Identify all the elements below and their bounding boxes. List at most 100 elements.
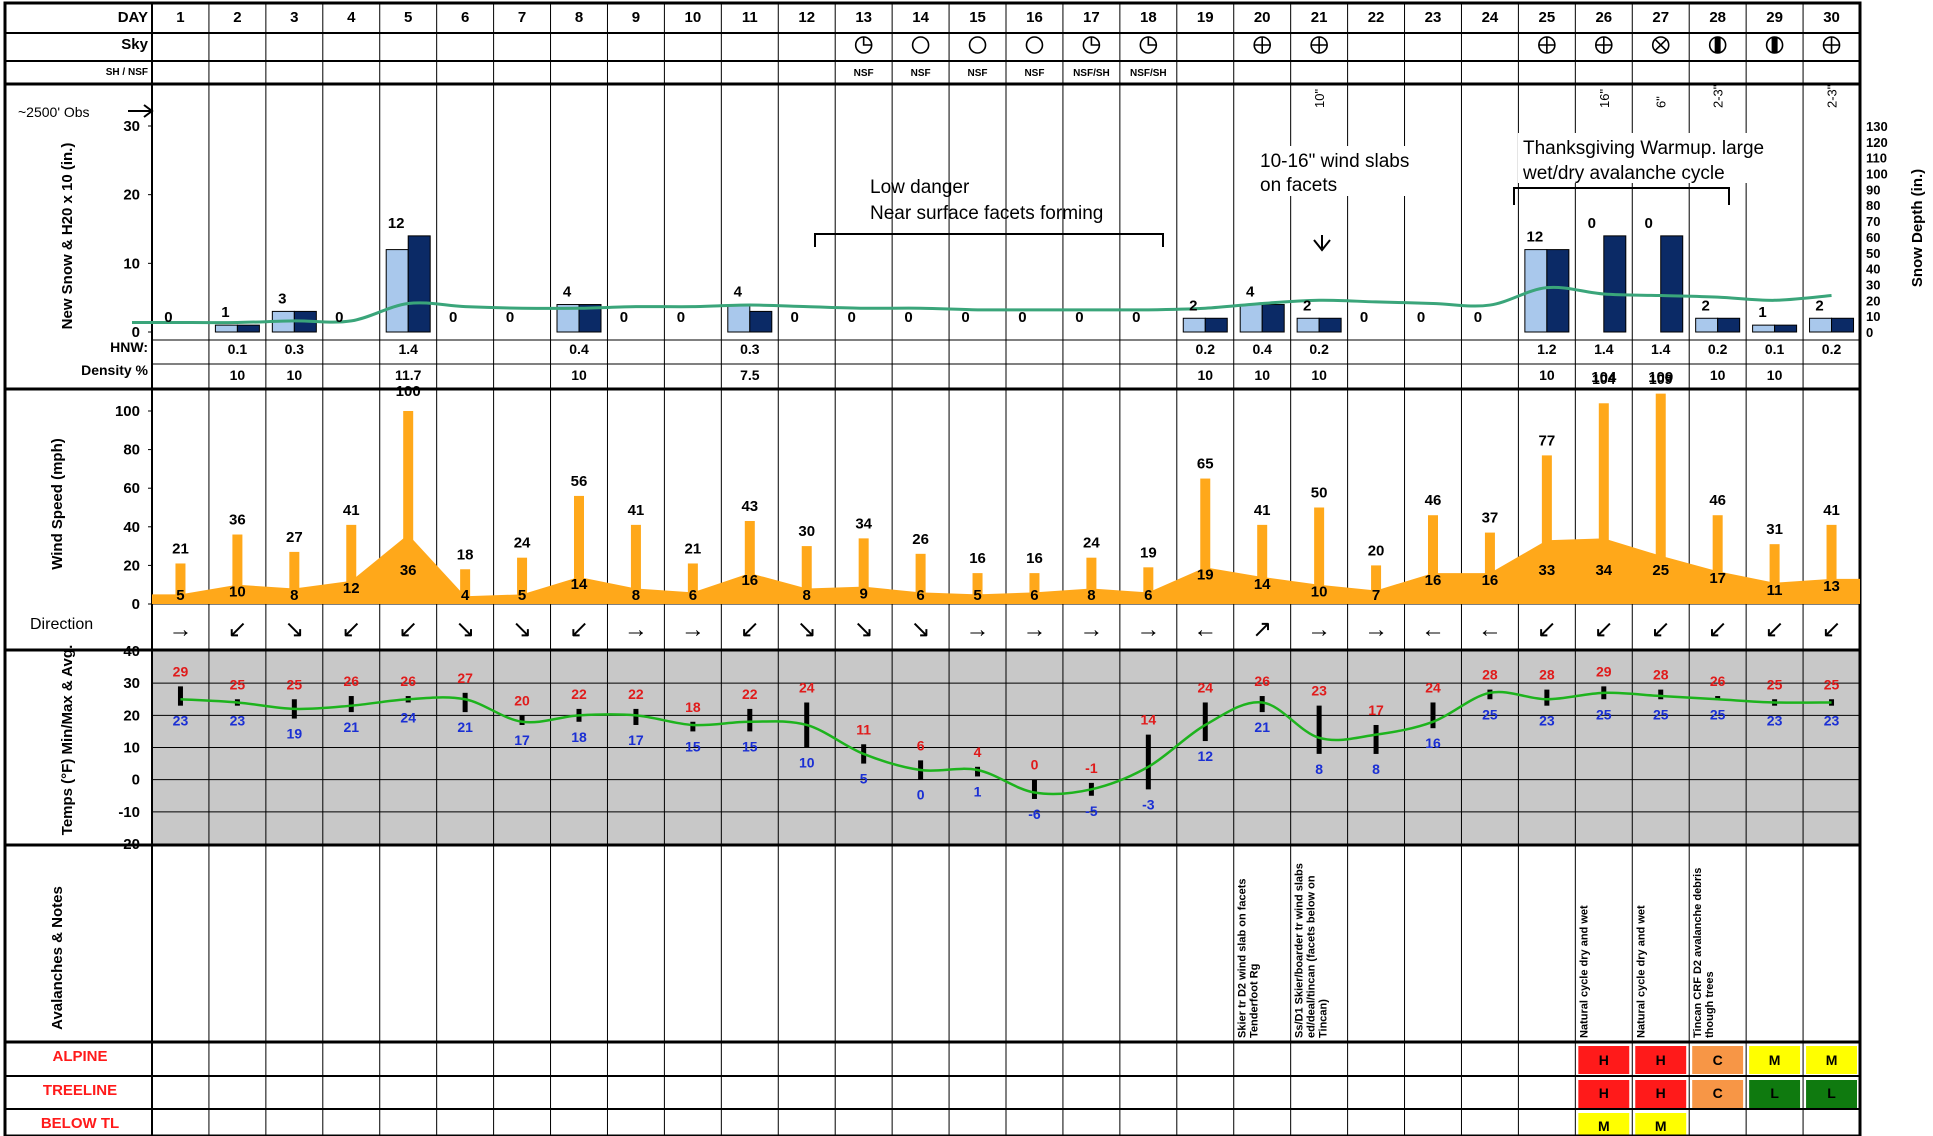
max-wind-bar: [972, 573, 983, 604]
hnw-value: 1.2: [1537, 341, 1557, 357]
annotation-bracket: [1513, 187, 1730, 205]
temps-axis-tick: -10: [118, 804, 140, 821]
max-wind-label: 37: [1482, 510, 1499, 527]
wind-direction-arrow: ↙: [227, 616, 247, 643]
max-wind-label: 16: [1026, 550, 1043, 567]
wind-direction-arrow: ↙: [341, 616, 361, 643]
snow-depth-axis-tick: 70: [1866, 214, 1880, 229]
avalanche-note: Natural cycle dry and wet: [1578, 905, 1590, 1038]
max-wind-bar: [460, 569, 471, 604]
avg-wind-label: 13: [1823, 578, 1840, 595]
min-temp-label: 17: [628, 732, 644, 748]
max-wind-bar: [1257, 524, 1268, 604]
h2o-bar: [1774, 324, 1798, 333]
avg-wind-label: 19: [1197, 566, 1214, 583]
new-snow-bar: [385, 249, 409, 333]
max-temp-label: 26: [400, 673, 416, 689]
density-value: 7.5: [740, 367, 760, 383]
min-temp-label: 21: [343, 719, 359, 735]
avg-wind-label: 14: [1254, 576, 1271, 593]
new-snow-label: 0: [335, 309, 343, 326]
min-temp-label: 25: [1482, 706, 1498, 722]
snow-rotated-label: 10": [1312, 89, 1327, 108]
new-snow-bar: [1239, 304, 1263, 333]
sky-scattered-icon: [1090, 37, 1100, 46]
min-temp-label: 21: [457, 719, 473, 735]
wind-direction-arrow: ↘: [455, 616, 475, 643]
max-wind-bar: [232, 534, 243, 604]
day-number: 8: [575, 9, 583, 26]
annotation-low-danger: Near surface facets forming: [870, 203, 1103, 224]
day-number: 30: [1823, 9, 1840, 26]
new-snow-label: 0: [1018, 309, 1026, 326]
danger-rating-below-tl: M: [1598, 1118, 1610, 1134]
avg-wind-label: 17: [1709, 570, 1726, 587]
min-temp-label: 25: [1653, 706, 1669, 722]
avg-wind-label: 16: [741, 572, 758, 589]
min-temp-label: 8: [1372, 761, 1380, 777]
max-wind-label: 46: [1709, 492, 1726, 509]
avg-temp-line: [180, 690, 1832, 796]
wind-direction-arrow: →: [624, 616, 648, 643]
day-number: 17: [1083, 9, 1100, 26]
wind-direction-arrow: ↘: [512, 616, 532, 643]
min-temp-label: 16: [1425, 735, 1441, 751]
new-snow-label: 0: [1132, 309, 1140, 326]
min-temp-label: 25: [1710, 706, 1726, 722]
min-temp-label: 25: [1596, 706, 1612, 722]
danger-rating-alpine: H: [1656, 1052, 1666, 1068]
wind-axis-tick: 40: [123, 519, 140, 536]
day-number: 22: [1368, 9, 1385, 26]
wind-direction-arrow: ↙: [1765, 616, 1785, 643]
hnw-value: 0.2: [1708, 341, 1728, 357]
max-wind-bar: [858, 538, 869, 604]
h2o-bar: [407, 235, 431, 333]
wind-direction-arrow: ↙: [1821, 616, 1841, 643]
max-temp-label: 29: [173, 663, 189, 679]
notes-axis-title: Avalanches & Notes: [49, 886, 66, 1030]
avg-wind-label: 8: [290, 587, 298, 604]
avg-wind-label: 8: [1087, 587, 1095, 604]
snow-axis-tick: 0: [132, 324, 140, 341]
avg-wind-label: 10: [1311, 584, 1328, 601]
new-snow-bar: [1296, 317, 1320, 333]
h2o-bar: [1261, 304, 1285, 333]
new-snow-label: 4: [563, 284, 572, 301]
density-value: 10: [1539, 367, 1555, 383]
avg-wind-label: 8: [803, 587, 811, 604]
wind-direction-arrow: →: [1136, 616, 1160, 643]
max-temp-label: 25: [287, 676, 303, 692]
max-wind-bar: [1314, 507, 1325, 604]
h2o-bar: [1204, 317, 1228, 333]
snow-depth-axis-tick: 110: [1866, 151, 1887, 166]
wind-direction-arrow: ←: [1478, 616, 1502, 643]
hnw-value: 0.2: [1309, 341, 1329, 357]
day-number: 10: [685, 9, 702, 26]
avg-wind-label: 5: [176, 587, 184, 604]
max-wind-bar: [801, 546, 812, 604]
max-temp-label: 20: [514, 692, 530, 708]
temps-axis-tick: 10: [123, 740, 140, 757]
sky-overcast-icon: [1311, 37, 1328, 53]
new-snow-label: 0: [449, 309, 457, 326]
max-temp-label: 11: [856, 721, 871, 737]
new-snow-label: 0: [1075, 309, 1083, 326]
min-temp-label: -5: [1085, 803, 1098, 819]
max-wind-bar: [403, 411, 414, 604]
avg-wind-label: 6: [689, 587, 697, 604]
danger-cell-alpine: [1578, 1046, 1630, 1074]
sky-overcast-icon: [1595, 37, 1612, 53]
snow-axis-tick: 30: [123, 118, 140, 135]
max-temp-label: 24: [1197, 679, 1213, 695]
new-snow-bar: [727, 304, 751, 333]
max-wind-label: 77: [1539, 432, 1556, 449]
obs-label: ~2500' Obs: [18, 104, 90, 120]
danger-rating-alpine: M: [1769, 1052, 1781, 1068]
danger-rating-treeline: C: [1713, 1085, 1723, 1101]
snow-depth-axis-tick: 60: [1866, 230, 1880, 245]
min-temp-label: 23: [173, 713, 189, 729]
danger-rating-treeline: L: [1770, 1085, 1779, 1101]
new-snow-label: 0: [904, 309, 912, 326]
hnw-value: 0.3: [740, 341, 760, 357]
